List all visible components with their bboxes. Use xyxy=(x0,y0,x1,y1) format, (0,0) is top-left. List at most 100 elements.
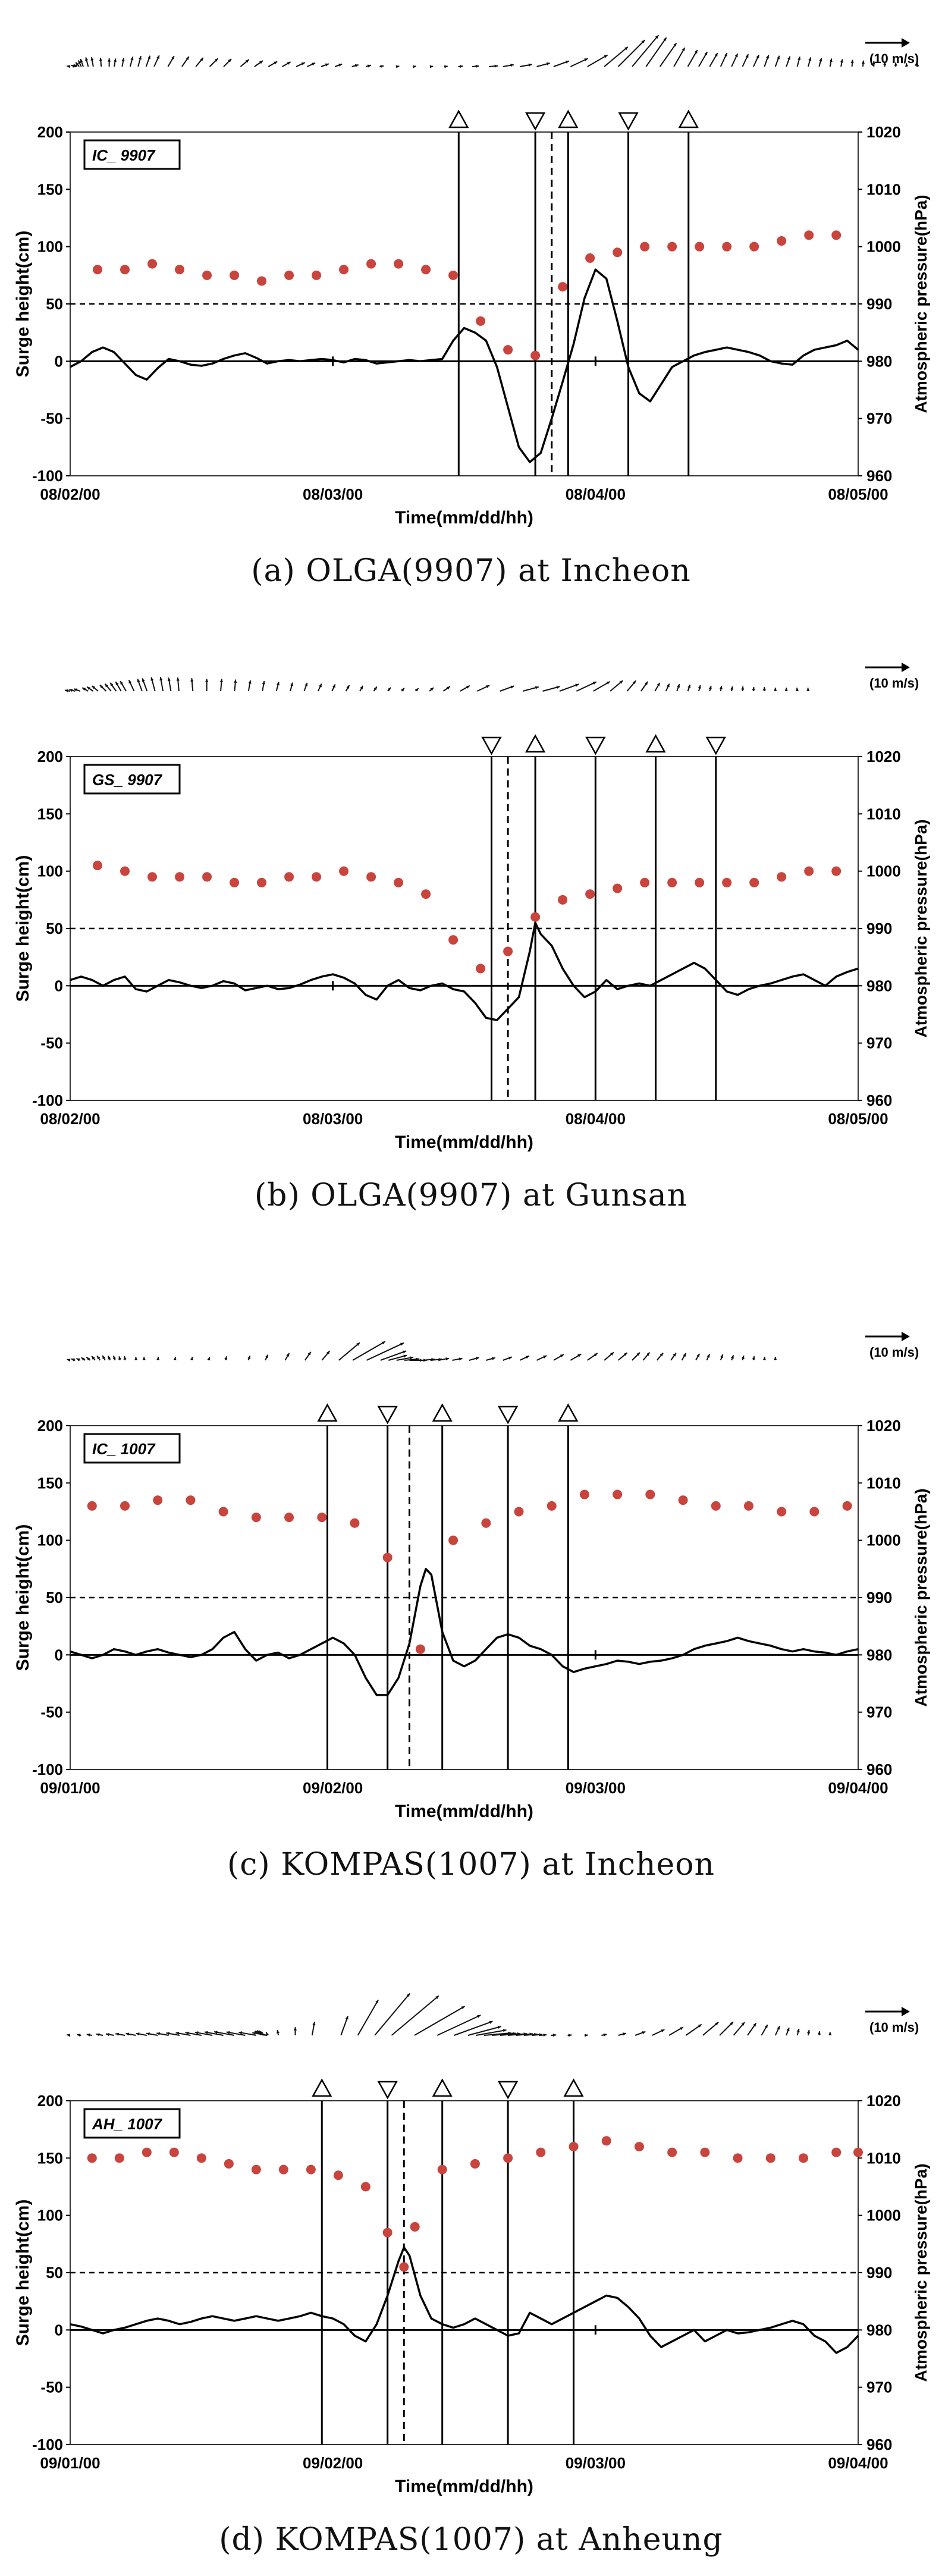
y2-tick-label: 990 xyxy=(866,295,892,313)
wind-vector-head xyxy=(641,40,645,43)
wind-vector-head xyxy=(67,1358,71,1362)
scale-label: (10 m/s) xyxy=(869,676,919,691)
wind-vector-head xyxy=(762,1357,766,1360)
wind-vector-head xyxy=(403,1354,407,1358)
event-marker-up xyxy=(448,109,469,128)
event-marker-down xyxy=(377,1405,398,1425)
y2-tick-label: 1000 xyxy=(866,238,901,256)
surge-line xyxy=(70,921,859,1021)
wind-vector-head xyxy=(489,2020,493,2024)
pressure-point xyxy=(399,2262,409,2272)
pressure-point xyxy=(733,2153,743,2163)
wind-vector-head xyxy=(373,686,377,691)
y2-axis-label: Atmospheric pressure(hPa) xyxy=(912,194,930,413)
surge-line xyxy=(70,1568,859,1696)
pressure-point xyxy=(585,889,595,899)
pressure-point xyxy=(804,230,814,240)
pressure-point xyxy=(711,1501,721,1511)
pressure-point xyxy=(317,1513,327,1523)
pressure-point xyxy=(476,964,486,974)
y-tick-label: 150 xyxy=(37,1474,63,1492)
pressure-point xyxy=(350,1518,360,1528)
y-tick-label: 50 xyxy=(46,2264,63,2282)
surge-line xyxy=(70,268,859,463)
wind-vector-head xyxy=(136,2032,140,2036)
pressure-point xyxy=(175,265,185,275)
wind-vector-head xyxy=(604,55,608,58)
wind-vector-head xyxy=(459,65,463,68)
chart-b-svg: (10 m/s) 200 150 100 50 0 -50 -100 1020 1010 1000 9… xyxy=(13,663,930,1152)
y2-tick-label: 1000 xyxy=(866,1532,901,1549)
wind-vector-head xyxy=(142,678,145,682)
wind-vector xyxy=(374,1993,410,2036)
wind-vector-head xyxy=(508,1356,512,1360)
wind-vector-head xyxy=(71,65,75,68)
wind-vector-head xyxy=(64,689,68,692)
wind-vector-head xyxy=(762,687,766,691)
x-tick-label: 08/04/00 xyxy=(566,1110,626,1128)
scale-arrow-head xyxy=(902,2007,910,2016)
y-tick-label: 150 xyxy=(37,805,63,823)
wind-vector-head xyxy=(741,686,745,690)
pressure-point xyxy=(224,2158,234,2169)
pressure-point xyxy=(251,1513,261,1523)
y-tick-label: 100 xyxy=(37,238,63,256)
wind-vector xyxy=(604,46,629,67)
wind-vector-head xyxy=(741,1356,745,1360)
pressure-point xyxy=(613,247,623,258)
station-label: GS_ 9907 xyxy=(92,771,163,789)
pressure-point xyxy=(695,241,705,252)
wind-vector-head xyxy=(663,37,667,41)
y2-tick-label: 980 xyxy=(866,977,892,994)
wind-vector-head xyxy=(808,57,812,61)
wind-vector-head xyxy=(594,1353,598,1357)
wind-vector-head xyxy=(113,58,117,62)
scale-arrow-head xyxy=(902,1332,910,1341)
wind-vector-head xyxy=(552,2034,557,2037)
wind-vector-head xyxy=(96,2033,100,2037)
event-marker-down xyxy=(497,2081,519,2100)
y-tick-label: 0 xyxy=(55,352,63,370)
pressure-point xyxy=(601,2136,611,2146)
x-tick-label: 09/04/00 xyxy=(828,2454,888,2472)
wind-vector-head xyxy=(115,682,119,686)
wind-vector-head xyxy=(477,2015,481,2018)
wind-vector-head xyxy=(265,1354,268,1358)
y2-tick-label: 970 xyxy=(866,1703,892,1721)
station-label: IC_ 1007 xyxy=(92,1440,156,1458)
y-axis-label: Surge height(cm) xyxy=(13,2200,33,2346)
x-tick-label: 08/03/00 xyxy=(303,1110,363,1128)
wind-vector-head xyxy=(410,1356,413,1360)
pressure-point xyxy=(640,241,650,252)
wind-vector-head xyxy=(475,1357,479,1360)
pressure-point xyxy=(476,316,486,326)
wind-vectors xyxy=(67,1341,777,1362)
wind-vector xyxy=(437,2015,481,2036)
wind-vector xyxy=(338,1342,360,1361)
pressure-point xyxy=(394,877,404,887)
wind-vector-head xyxy=(706,1354,710,1358)
wind-vector-head xyxy=(883,61,887,65)
wind-vector-head xyxy=(525,1356,529,1359)
wind-vector-head xyxy=(214,2031,218,2034)
pressure-point xyxy=(278,2164,288,2175)
caption-c: (c) KOMPAS(1007) at Incheon xyxy=(227,1847,715,1882)
wind-vector-head xyxy=(130,57,134,61)
wind-vector-head xyxy=(400,1342,404,1346)
pressure-series xyxy=(87,2136,863,2272)
wind-vector-head xyxy=(603,2033,607,2037)
pressure-point xyxy=(777,1507,787,1517)
station-label-box xyxy=(83,764,181,795)
wind-vector-head xyxy=(105,683,108,688)
x-tick-label: 09/04/00 xyxy=(828,1779,888,1797)
wind-vector-head xyxy=(777,55,780,59)
pressure-point xyxy=(284,872,294,882)
wind-vector xyxy=(366,1342,404,1361)
pressure-point xyxy=(196,2153,206,2163)
pressure-point xyxy=(312,872,322,882)
pressure-point xyxy=(114,2153,124,2163)
y-tick-label: 100 xyxy=(37,1532,63,1549)
event-marker-down xyxy=(585,736,606,755)
wind-vector-head xyxy=(623,1353,627,1356)
wind-vector-head xyxy=(395,65,400,68)
